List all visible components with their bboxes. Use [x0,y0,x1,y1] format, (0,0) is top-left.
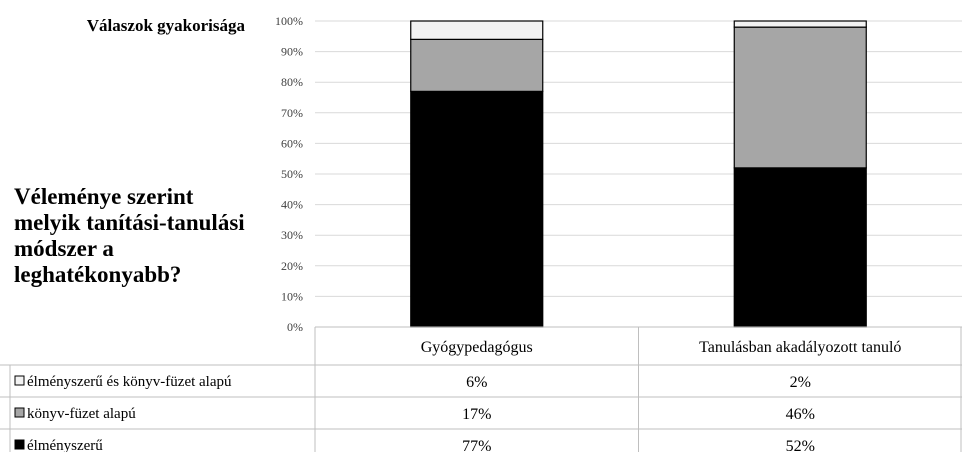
y-tick-label: 30% [281,228,303,242]
y-tick-label: 100% [275,14,303,28]
y-tick-label: 0% [287,320,303,334]
y-tick-label: 20% [281,259,303,273]
y-tick-label: 90% [281,45,303,59]
table-cell-value: 6% [466,374,487,391]
y-axis-title: Válaszok gyakorisága [86,16,245,35]
y-tick-label: 50% [281,167,303,181]
table-cell-value: 77% [462,438,491,452]
bar-segment [733,167,867,328]
bar-segment [410,38,544,92]
question-text: Véleménye szerint melyik tanítási-tanulá… [14,184,245,287]
y-tick-label: 80% [281,75,303,89]
table-cell-value: 17% [462,406,491,423]
legend-label: élményszerű [27,438,103,452]
legend-key [14,407,25,418]
legend-label: élményszerű és könyv-füzet alapú [27,374,232,390]
y-tick-label: 70% [281,106,303,120]
table-cell-value: 2% [790,374,811,391]
bar-segment [410,90,544,328]
table-cell-value: 46% [786,406,815,423]
bar-segment [733,20,867,28]
y-tick-label: 40% [281,198,303,212]
y-tick-label: 10% [281,289,303,303]
legend-label: könyv-füzet alapú [27,406,136,422]
y-tick-label: 60% [281,136,303,150]
bar-segment [733,26,867,169]
legend-key [14,375,25,386]
table-cell-value: 52% [786,438,815,452]
x-category-label: Tanulásban akadályozott tanuló [699,339,901,356]
bar-segment [410,20,544,40]
legend-key [14,439,25,450]
x-category-label: Gyógypedagógus [421,339,533,356]
